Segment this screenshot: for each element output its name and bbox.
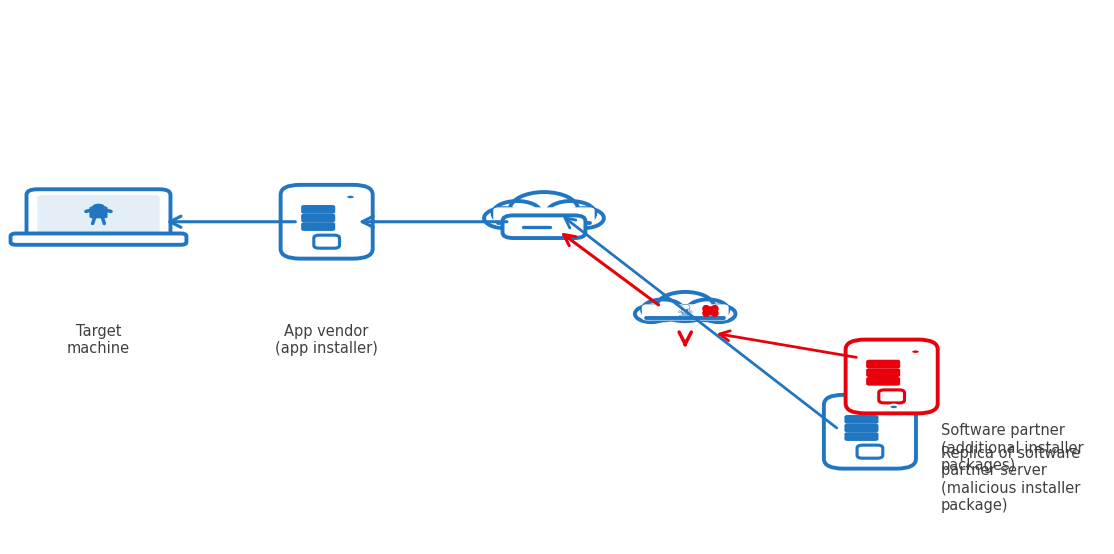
Circle shape (546, 201, 595, 226)
Text: ☠: ☠ (677, 303, 694, 322)
Circle shape (703, 305, 735, 322)
FancyBboxPatch shape (846, 340, 938, 413)
FancyBboxPatch shape (10, 233, 186, 245)
FancyBboxPatch shape (494, 207, 595, 225)
Circle shape (635, 305, 667, 322)
Text: Target
machine: Target machine (67, 324, 130, 356)
Circle shape (92, 204, 105, 210)
Circle shape (642, 300, 683, 320)
FancyBboxPatch shape (314, 235, 340, 248)
Circle shape (656, 292, 714, 321)
Text: Replica of software
partner server
(malicious installer
package): Replica of software partner server (mali… (940, 445, 1079, 513)
FancyBboxPatch shape (301, 222, 335, 231)
Circle shape (346, 194, 355, 199)
FancyBboxPatch shape (642, 304, 729, 321)
FancyBboxPatch shape (502, 216, 585, 238)
Circle shape (485, 208, 524, 228)
FancyBboxPatch shape (89, 206, 108, 218)
Bar (498, 213, 590, 224)
FancyBboxPatch shape (857, 445, 882, 458)
Circle shape (911, 350, 920, 354)
FancyBboxPatch shape (844, 424, 879, 432)
Bar (646, 310, 724, 319)
FancyBboxPatch shape (301, 214, 335, 222)
FancyBboxPatch shape (844, 415, 879, 424)
Circle shape (492, 201, 541, 226)
Text: App vendor
(app installer): App vendor (app installer) (275, 324, 378, 356)
FancyBboxPatch shape (844, 432, 879, 441)
Circle shape (687, 300, 729, 320)
Circle shape (510, 192, 578, 227)
FancyBboxPatch shape (38, 195, 159, 236)
Text: Software partner
(additional installer
packages): Software partner (additional installer p… (940, 423, 1083, 473)
FancyBboxPatch shape (867, 368, 900, 377)
FancyBboxPatch shape (879, 390, 905, 403)
FancyBboxPatch shape (867, 377, 900, 386)
FancyBboxPatch shape (301, 205, 335, 214)
FancyBboxPatch shape (281, 185, 373, 259)
FancyBboxPatch shape (824, 395, 916, 469)
FancyBboxPatch shape (867, 360, 900, 368)
Circle shape (889, 404, 898, 409)
FancyBboxPatch shape (27, 189, 170, 242)
Circle shape (565, 208, 604, 228)
